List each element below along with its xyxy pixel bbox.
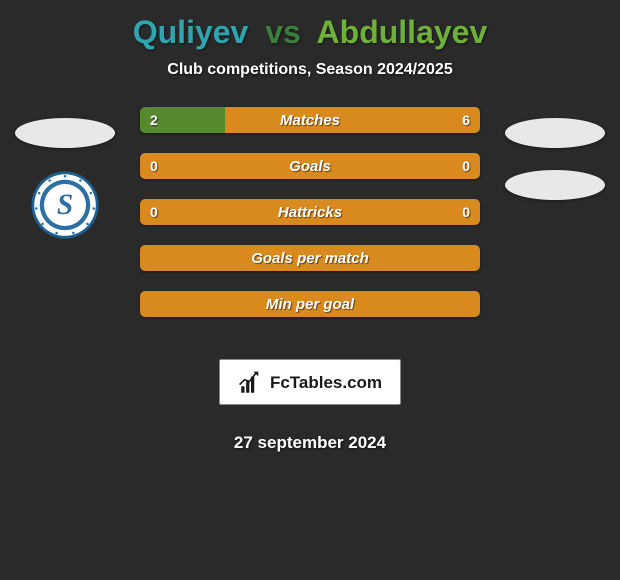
bar-label: Hattricks xyxy=(140,199,480,225)
stat-bar-row: Goals per match xyxy=(140,245,480,271)
stat-bar-row: Min per goal xyxy=(140,291,480,317)
fctables-logo: FcTables.com xyxy=(219,359,401,405)
player2-club-logo xyxy=(505,170,605,200)
bar-label: Matches xyxy=(140,107,480,133)
stat-bar-row: 00Goals xyxy=(140,153,480,179)
bar-label: Goals xyxy=(140,153,480,179)
comparison-card: Quliyev vs Abdullayev Club competitions,… xyxy=(0,0,620,580)
subtitle: Club competitions, Season 2024/2025 xyxy=(0,61,620,79)
svg-text:S: S xyxy=(57,189,73,221)
card-title: Quliyev vs Abdullayev xyxy=(0,14,620,51)
date: 27 september 2024 xyxy=(0,433,620,453)
bar-label: Goals per match xyxy=(140,245,480,271)
attribution-text: FcTables.com xyxy=(270,373,382,393)
vs-text: vs xyxy=(265,14,301,50)
player1-name: Quliyev xyxy=(133,14,249,50)
right-column xyxy=(500,118,610,222)
stat-bar-row: 00Hattricks xyxy=(140,199,480,225)
chart-icon xyxy=(238,370,264,396)
stat-bars: 26Matches 00Goals 00Hattricks Goals per mat… xyxy=(140,107,480,317)
player1-club-logo: S xyxy=(30,170,100,240)
attribution-box: FcTables.com xyxy=(140,337,480,411)
player2-avatar xyxy=(505,118,605,148)
stat-bar-row: 26Matches xyxy=(140,107,480,133)
player2-name: Abdullayev xyxy=(317,14,488,50)
bar-label: Min per goal xyxy=(140,291,480,317)
player1-avatar xyxy=(15,118,115,148)
left-column: S xyxy=(10,118,120,240)
